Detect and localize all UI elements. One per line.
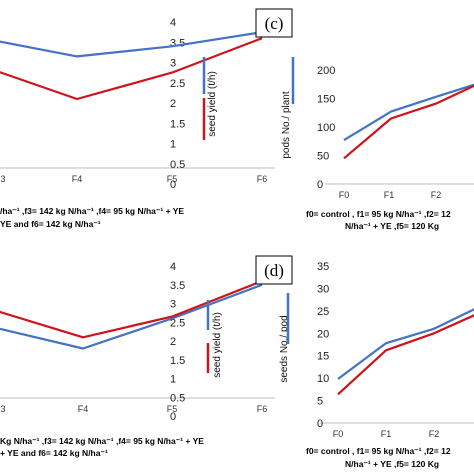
panel-label: (c)	[265, 14, 284, 33]
series-line-2	[337, 314, 474, 396]
x-tick-label: 3	[0, 404, 5, 414]
x-tick-label: F0	[339, 190, 350, 200]
x-tick-label: F6	[257, 404, 268, 414]
y-tick-label: 100	[317, 122, 335, 134]
x-tick-label: 3	[0, 174, 5, 184]
caption-bottom-left-line1: Kg N/ha⁻¹ ,f3= 142 kg N/ha⁻¹ ,f4= 95 kg …	[0, 436, 204, 446]
x-tick-label: F4	[72, 174, 83, 184]
y-tick-label: 3.5	[170, 280, 185, 292]
y-tick-label: 1	[170, 374, 176, 386]
x-tick-label: F0	[333, 429, 344, 439]
y-tick-label: 10	[317, 373, 329, 385]
series-line-1	[0, 31, 263, 58]
y-tick-label: 3.5	[170, 37, 185, 49]
series-line-2	[343, 84, 474, 160]
y-tick-label: 2.5	[170, 317, 185, 329]
y-tick-label: 2	[170, 336, 176, 348]
x-tick-label: F2	[429, 429, 440, 439]
y-tick-label: 2	[170, 98, 176, 110]
y-tick-label: 200	[317, 65, 335, 77]
series-line-1	[337, 308, 474, 380]
series-line-1	[0, 283, 263, 350]
panel-label-box	[255, 8, 293, 38]
x-tick-label: F5	[167, 404, 178, 414]
chart-top-left: 0 0.5 1 1.5 2 2.5 3 3.5 4 3 F4 F5 F6 seed yield (t/h)	[0, 17, 275, 191]
y-axis-label: seed yield (t/h)	[212, 312, 223, 378]
y-tick-label: 3	[170, 299, 176, 311]
y-tick-label: 5	[317, 396, 323, 408]
caption-top-right-line2: N/ha⁻¹ + YE ,f5= 120 Kg	[345, 221, 440, 231]
x-tick-label: F4	[78, 404, 89, 414]
y-tick-label: 0	[317, 179, 323, 191]
y-tick-label: 0	[170, 411, 176, 423]
y-tick-label: 50	[317, 151, 329, 163]
y-tick-label: 30	[317, 283, 329, 295]
y-tick-label: 20	[317, 328, 329, 340]
y-tick-label: 1	[170, 139, 176, 151]
caption-bottom-right-line1: f0= control , f1= 95 kg N/ha⁻¹ ,f2= 12	[306, 446, 451, 456]
y-axis-label: seed yield (t/h)	[207, 71, 218, 137]
y-tick-label: 15	[317, 351, 329, 363]
caption-top-right-line1: f0= control , f1= 95 kg N/ha⁻¹ ,f2= 12	[306, 209, 451, 219]
y-tick-label: 0.5	[170, 392, 185, 404]
caption-top-left-line2: YE and f6= 142 kg N/ha⁻¹	[0, 219, 101, 229]
series-line-2	[0, 37, 263, 101]
y-tick-label: 1.5	[170, 118, 185, 130]
series-line-1	[343, 83, 474, 142]
x-tick-label: F6	[257, 174, 268, 184]
y-tick-label: 3	[170, 58, 176, 70]
y-tick-label: 0.5	[170, 159, 185, 171]
x-tick-label: F1	[381, 429, 392, 439]
y-tick-label: 35	[317, 261, 329, 273]
series-line-2	[0, 279, 263, 339]
caption-bottom-right-line2: N/ha⁻¹ + YE ,f5= 120 Kg	[345, 459, 440, 469]
x-tick-label: F1	[384, 190, 395, 200]
x-tick-label: F2	[431, 190, 442, 200]
y-tick-label: 1.5	[170, 355, 185, 367]
y-tick-label: 4	[170, 17, 176, 29]
caption-bottom-left-line2: + YE and f6= 142 kg N/ha⁻¹	[0, 448, 108, 458]
y-tick-label: 25	[317, 306, 329, 318]
y-tick-label: 2.5	[170, 78, 185, 90]
x-tick-label: F5	[167, 174, 178, 184]
chart-bottom-left: 0 0.5 1 1.5 2 2.5 3 3.5 4 3 F4 F5 F6 seed yield (t/h)	[0, 261, 275, 423]
chart-top-right: 0 50 100 150 200 F0 F1 F2 pods No./ plant (c)	[255, 8, 474, 200]
y-axis-label: seeds No./ pod	[279, 315, 290, 382]
panel-label: (d)	[264, 261, 284, 280]
panel-label-box	[255, 255, 293, 285]
chart-bottom-right: 0 5 10 15 20 25 30 35 F0 F1 F2 seeds No./ pod (d)	[255, 255, 474, 439]
caption-top-left-line1: /ha⁻¹ ,f3= 142 kg N/ha⁻¹ ,f4= 95 kg N/ha…	[0, 206, 185, 216]
y-tick-label: 150	[317, 94, 335, 106]
y-tick-label: 0	[317, 418, 323, 430]
y-tick-label: 0	[170, 179, 176, 191]
y-axis-label: pods No./ plant	[281, 91, 292, 158]
y-tick-label: 4	[170, 261, 176, 273]
